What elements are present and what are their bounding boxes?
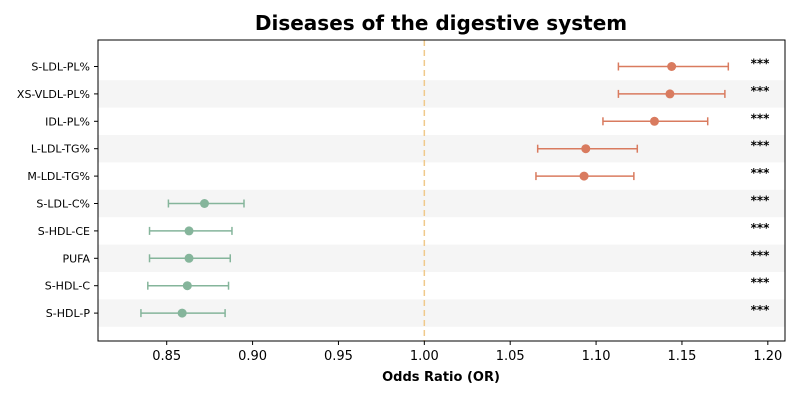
x-axis: 0.85 0.90 0.95 1.00 1.05 1.10 1.15 1.20: [152, 341, 782, 364]
or-point: [579, 171, 589, 181]
or-point: [177, 308, 187, 318]
significance-label: ***: [751, 139, 771, 153]
plot-frame: [97, 39, 786, 342]
row-band: [98, 135, 785, 163]
y-axis: S-LDL-PL% XS-VLDL-PL% IDL-PL% L-LDL-TG% M-LD…: [17, 61, 98, 320]
y-tick-label: XS-VLDL-PL%: [17, 88, 90, 101]
x-tick-label: 1.15: [667, 349, 696, 364]
chart-title: Diseases of the digestive system: [255, 11, 627, 35]
significance-label: ***: [751, 84, 771, 98]
significance-label: ***: [751, 303, 771, 317]
y-tick-label: L-LDL-TG%: [31, 143, 90, 156]
or-point: [199, 199, 209, 208]
significance-label: ***: [751, 276, 771, 290]
data-marks: *** *** *** *** *** *** *** *** *** ***: [140, 57, 771, 318]
significance-label: ***: [751, 194, 771, 208]
x-tick-label: 1.00: [410, 349, 439, 364]
y-tick-label: S-LDL-C%: [36, 198, 90, 211]
or-point: [184, 253, 194, 263]
significance-label: ***: [751, 111, 771, 125]
x-tick-label: 1.20: [753, 349, 782, 364]
or-point: [184, 226, 194, 236]
x-tick-label: 1.05: [496, 349, 525, 364]
y-tick-label: S-HDL-CE: [38, 225, 90, 238]
y-tick-label: IDL-PL%: [45, 115, 90, 128]
significance-label: ***: [751, 57, 771, 71]
x-tick-label: 0.85: [152, 349, 181, 364]
y-tick-label: S-HDL-C: [45, 280, 91, 293]
or-point: [649, 116, 659, 126]
or-point: [581, 144, 591, 154]
significance-label: ***: [751, 221, 771, 235]
or-point: [667, 62, 677, 71]
or-point: [665, 89, 675, 99]
y-tick-label: PUFA: [62, 252, 90, 265]
y-tick-label: M-LDL-TG%: [27, 170, 90, 183]
x-tick-label: 0.95: [324, 349, 353, 364]
x-tick-label: 1.10: [582, 349, 611, 364]
y-tick-label: S-LDL-PL%: [31, 61, 90, 74]
x-tick-label: 0.90: [238, 349, 267, 364]
y-tick-label: S-HDL-P: [46, 307, 91, 320]
significance-label: ***: [751, 248, 771, 262]
x-axis-label: Odds Ratio (OR): [382, 370, 500, 385]
significance-label: ***: [751, 166, 771, 180]
or-point: [182, 281, 192, 291]
